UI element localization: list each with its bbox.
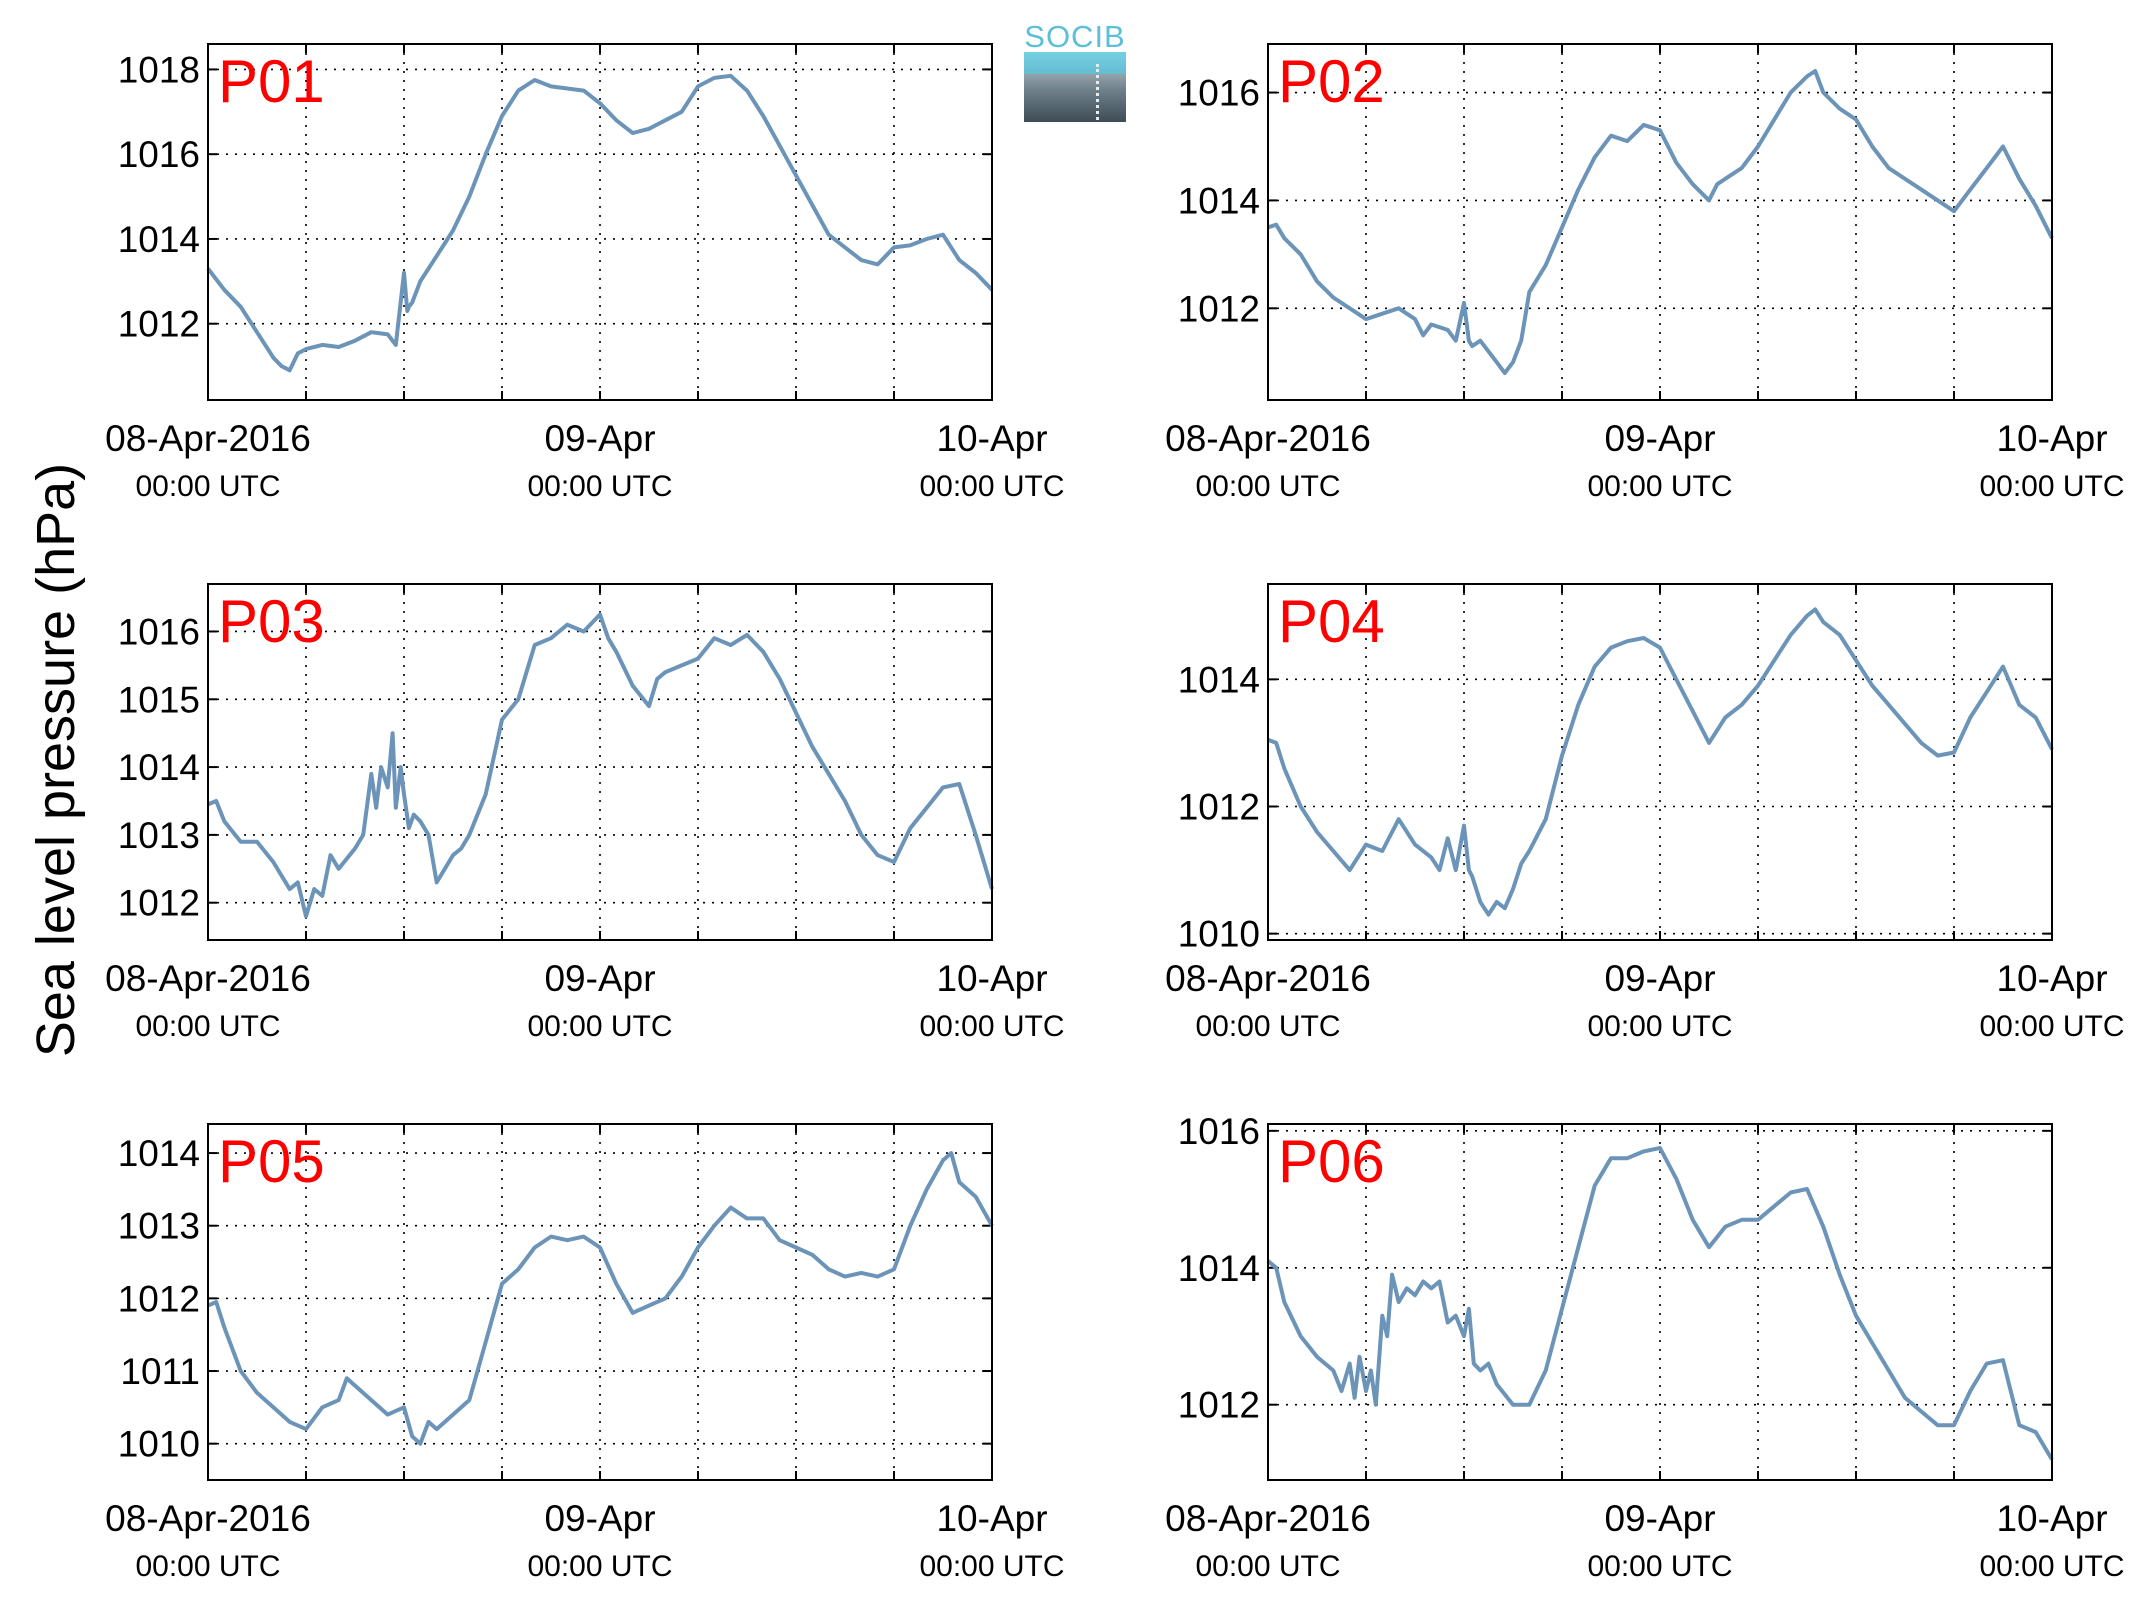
x-tick-label: 08-Apr-2016	[1165, 1498, 1371, 1539]
y-tick-label: 1014	[118, 219, 200, 260]
axes-box	[207, 583, 993, 941]
logo-wave	[1024, 52, 1126, 74]
x-tick-sublabel: 00:00 UTC	[527, 1550, 672, 1583]
y-tick-label: 1014	[1178, 1248, 1260, 1289]
axes-box	[1267, 43, 2053, 401]
series-line	[1267, 607, 2054, 917]
x-tick-label: 09-Apr	[1604, 958, 1715, 999]
y-tick-label: 1010	[1178, 914, 1260, 955]
x-tick-sublabel: 00:00 UTC	[1979, 1550, 2124, 1583]
y-tick-label: 1014	[1178, 659, 1260, 700]
y-tick-label: 1018	[118, 49, 200, 90]
x-tick-sublabel: 00:00 UTC	[527, 470, 672, 503]
x-tick-label: 10-Apr	[1996, 958, 2107, 999]
x-tick-label: 09-Apr	[544, 418, 655, 459]
y-tick-label: 1014	[118, 747, 200, 788]
x-tick-sublabel: 00:00 UTC	[919, 470, 1064, 503]
y-tick-label: 1012	[1178, 1385, 1260, 1426]
y-tick-label: 1014	[118, 1133, 200, 1174]
y-tick-label: 1016	[118, 134, 200, 175]
y-tick-label: 1012	[118, 1278, 200, 1319]
x-tick-label: 10-Apr	[936, 1498, 1047, 1539]
panel-label: P06	[1278, 1128, 1385, 1195]
x-tick-label: 08-Apr-2016	[1165, 958, 1371, 999]
series-line	[1266, 1146, 2054, 1461]
y-tick-label: 1012	[1178, 787, 1260, 828]
x-tick-label: 09-Apr	[1604, 418, 1715, 459]
series-line	[207, 612, 994, 919]
series-line	[207, 1151, 994, 1446]
y-tick-label: 1013	[118, 815, 200, 856]
series-line	[1267, 69, 2054, 375]
x-tick-sublabel: 00:00 UTC	[1979, 1010, 2124, 1043]
logo-text: SOCIB	[1024, 19, 1126, 54]
x-tick-sublabel: 00:00 UTC	[919, 1010, 1064, 1043]
x-tick-sublabel: 00:00 UTC	[919, 1550, 1064, 1583]
y-tick-label: 1013	[118, 1206, 200, 1247]
x-tick-label: 08-Apr-2016	[105, 418, 311, 459]
y-tick-label: 1016	[1178, 73, 1260, 114]
chart-panel-p04: 1010 1012 1014 08-Apr-2016 00:00 UTC 09-Apr 00…	[1165, 583, 2125, 1043]
panel-label: P05	[218, 1128, 325, 1195]
axes-box	[1267, 1123, 2053, 1481]
x-tick-label: 08-Apr-2016	[105, 1498, 311, 1539]
chart-panel-p01: 1012 1014 1016 1018 08-Apr-2016 00:00 UTC 09-A…	[105, 43, 1065, 503]
y-tick-label: 1016	[1178, 1111, 1260, 1152]
panel-label: P03	[218, 588, 325, 655]
chart-panel-p02: 1012 1014 1016 08-Apr-2016 00:00 UTC 09-Apr 00…	[1165, 43, 2125, 503]
x-tick-sublabel: 00:00 UTC	[1587, 1550, 1732, 1583]
panel-label: P02	[1278, 48, 1385, 115]
x-tick-sublabel: 00:00 UTC	[1195, 1010, 1340, 1043]
y-tick-label: 1010	[118, 1424, 200, 1465]
chart-panel-p06: 1012 1014 1016 08-Apr-2016 00:00 UTC 09-Apr 00…	[1165, 1111, 2124, 1583]
panel-label: P04	[1278, 588, 1385, 655]
x-tick-sublabel: 00:00 UTC	[135, 1550, 280, 1583]
y-tick-label: 1011	[120, 1351, 200, 1392]
axes-box	[207, 43, 993, 401]
x-tick-label: 09-Apr	[1604, 1498, 1715, 1539]
x-tick-label: 08-Apr-2016	[105, 958, 311, 999]
x-tick-sublabel: 00:00 UTC	[135, 470, 280, 503]
x-tick-label: 10-Apr	[1996, 418, 2107, 459]
x-tick-sublabel: 00:00 UTC	[1195, 1550, 1340, 1583]
x-tick-sublabel: 00:00 UTC	[1979, 470, 2124, 503]
x-tick-label: 10-Apr	[936, 418, 1047, 459]
y-tick-label: 1016	[118, 611, 200, 652]
x-tick-sublabel: 00:00 UTC	[527, 1010, 672, 1043]
x-tick-label: 10-Apr	[936, 958, 1047, 999]
x-tick-sublabel: 00:00 UTC	[1587, 1010, 1732, 1043]
axes-box	[1267, 583, 2053, 941]
x-tick-label: 08-Apr-2016	[1165, 418, 1371, 459]
x-tick-label: 09-Apr	[544, 958, 655, 999]
panel-label: P01	[218, 48, 325, 115]
y-tick-label: 1015	[118, 679, 200, 720]
x-tick-label: 09-Apr	[544, 1498, 655, 1539]
socib-logo: SOCIB	[1024, 20, 1126, 122]
x-tick-sublabel: 00:00 UTC	[1195, 470, 1340, 503]
x-tick-sublabel: 00:00 UTC	[135, 1010, 280, 1043]
series-line	[206, 73, 994, 373]
x-tick-label: 10-Apr	[1996, 1498, 2107, 1539]
chart-panel-p05: 1010 1011 1012 1013 1014 08-Apr-2016 00:00 UTC…	[105, 1123, 1065, 1583]
axes-box	[207, 1123, 993, 1481]
y-tick-label: 1012	[1178, 288, 1260, 329]
x-tick-sublabel: 00:00 UTC	[1587, 470, 1732, 503]
y-tick-label: 1012	[118, 304, 200, 345]
y-tick-label: 1012	[118, 883, 200, 924]
chart-panel-p03: 1012 1013 1014 1015 1016 08-Apr-2016 00:00 UTC…	[105, 583, 1065, 1043]
y-tick-label: 1014	[1178, 180, 1260, 221]
logo-dots	[1096, 64, 1099, 120]
